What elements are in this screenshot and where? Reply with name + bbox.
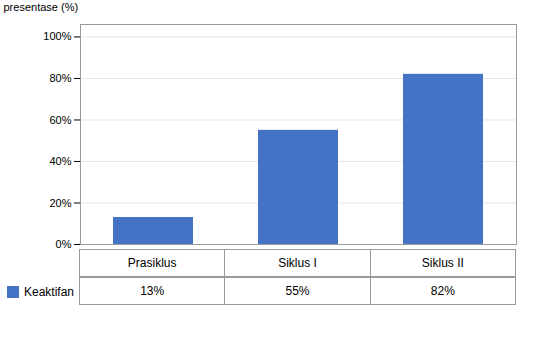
html-text:Prasiklus: Prasiklus xyxy=(127,256,177,270)
svg-text:100%: 100% xyxy=(43,30,71,42)
svg-text:60%: 60% xyxy=(49,113,71,125)
svg-text:presentase (%): presentase (%) xyxy=(4,1,79,13)
html-text:Siklus I: Siklus I xyxy=(278,256,317,270)
html-text:82%: 82% xyxy=(430,284,455,298)
html-text:Siklus II: Siklus II xyxy=(421,256,464,270)
html-text:Keaktifan: Keaktifan xyxy=(24,285,74,299)
html-text:55%: 55% xyxy=(285,284,310,298)
svg-text:80%: 80% xyxy=(49,72,71,84)
html-text:13%: 13% xyxy=(140,284,165,298)
svg-text:0%: 0% xyxy=(56,238,72,250)
svg-text:40%: 40% xyxy=(49,155,71,167)
svg-text:20%: 20% xyxy=(49,197,71,209)
